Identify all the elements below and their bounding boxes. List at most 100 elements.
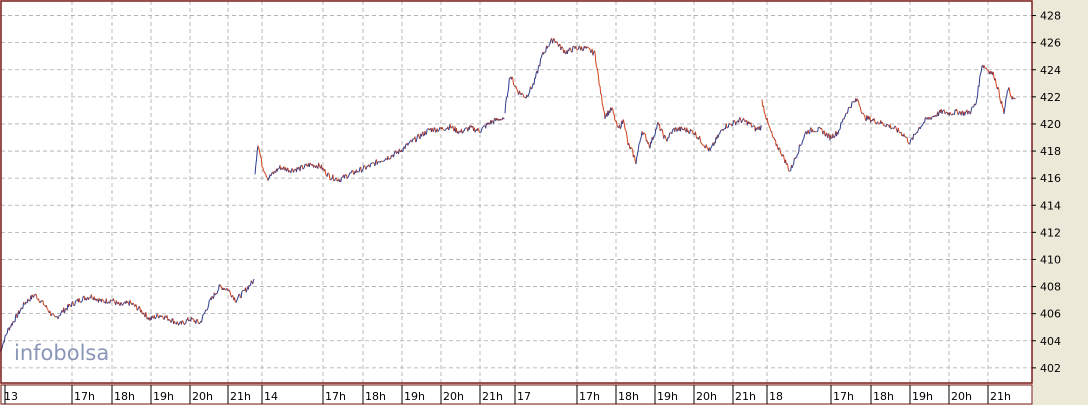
price-segment xyxy=(628,142,630,146)
y-tick-label: 424 xyxy=(1040,64,1061,77)
price-segment xyxy=(578,45,581,48)
price-segment xyxy=(180,320,183,325)
price-segment xyxy=(998,88,1000,96)
price-segment xyxy=(363,165,366,167)
price-segment xyxy=(691,129,693,132)
price-segment xyxy=(410,139,412,141)
price-segment xyxy=(348,174,350,177)
price-segment xyxy=(122,303,125,305)
price-segment xyxy=(411,138,414,143)
price-segment xyxy=(136,308,139,311)
y-tick-label: 410 xyxy=(1040,253,1061,266)
price-segment xyxy=(905,136,907,138)
price-segment xyxy=(699,141,702,144)
price-segment xyxy=(154,317,157,320)
price-segment xyxy=(3,335,6,343)
price-segment xyxy=(769,128,772,132)
price-segment xyxy=(326,172,329,177)
price-segment xyxy=(921,124,923,127)
price-segment xyxy=(833,135,836,138)
price-segment xyxy=(402,147,405,152)
price-segment xyxy=(949,112,952,115)
price-segment xyxy=(684,127,686,130)
y-tick-label: 408 xyxy=(1040,281,1061,294)
price-segment xyxy=(250,280,252,286)
price-segment xyxy=(516,88,518,91)
price-segment xyxy=(596,68,599,73)
price-segment xyxy=(792,163,795,166)
price-segment xyxy=(162,317,165,320)
price-segment xyxy=(886,123,889,126)
x-tick-label: 18h xyxy=(618,390,639,403)
price-segment xyxy=(200,319,203,323)
price-segment xyxy=(935,114,937,117)
price-segment xyxy=(451,126,453,129)
price-segment xyxy=(843,117,846,120)
price-segment xyxy=(945,111,947,114)
x-tick-label: 21h xyxy=(482,390,503,403)
price-segment xyxy=(215,293,217,295)
price-segment xyxy=(267,177,270,181)
price-segment xyxy=(452,125,455,131)
price-segment xyxy=(503,117,505,120)
price-segment xyxy=(631,148,634,151)
price-segment xyxy=(217,289,219,291)
price-segment xyxy=(806,132,808,135)
price-segment xyxy=(206,308,209,311)
price-segment xyxy=(727,123,730,128)
price-segment xyxy=(290,170,292,174)
price-segment xyxy=(593,50,596,53)
price-segment xyxy=(844,115,846,118)
price-segment xyxy=(443,129,445,131)
price-segment xyxy=(771,131,773,136)
price-segment xyxy=(635,157,638,165)
price-segment xyxy=(358,167,361,172)
price-segment xyxy=(767,122,770,126)
x-tick-label: 14 xyxy=(264,390,278,403)
price-segment xyxy=(694,131,697,137)
price-segment xyxy=(873,118,876,123)
x-axis-strip xyxy=(0,384,1033,405)
price-segment xyxy=(975,99,978,105)
price-segment xyxy=(203,311,206,314)
price-segment xyxy=(5,334,7,336)
price-segment xyxy=(414,136,417,143)
price-segment xyxy=(237,294,240,297)
price-segment xyxy=(793,158,795,165)
price-segment xyxy=(258,147,260,151)
x-tick-label: 17 xyxy=(517,390,531,403)
price-segment xyxy=(893,126,896,130)
price-segment xyxy=(309,162,312,165)
price-segment xyxy=(847,108,849,114)
price-segment xyxy=(231,294,234,297)
price-segment xyxy=(315,165,318,168)
price-segment xyxy=(649,141,652,149)
price-segment xyxy=(722,128,725,131)
price-segment xyxy=(595,61,597,67)
price-segment xyxy=(369,163,372,168)
price-segment xyxy=(88,297,91,299)
price-segment xyxy=(247,285,250,290)
price-segment xyxy=(35,293,37,296)
price-segment xyxy=(156,313,159,316)
price-segment xyxy=(796,153,799,156)
x-tick-label: 20h xyxy=(696,390,717,403)
price-segment xyxy=(107,302,109,304)
price-segment xyxy=(560,47,562,51)
price-segment xyxy=(943,109,946,114)
price-segment xyxy=(438,129,440,131)
price-segment xyxy=(325,174,327,176)
x-tick-label: 17h xyxy=(74,390,95,403)
price-segment xyxy=(336,180,339,182)
price-segment xyxy=(711,144,713,148)
price-segment xyxy=(161,315,164,318)
price-segment xyxy=(201,314,204,320)
price-segment xyxy=(701,143,703,146)
price-segment xyxy=(812,131,815,133)
price-segment xyxy=(1,343,4,348)
price-segment xyxy=(740,120,743,123)
x-tick-label: 21h xyxy=(735,390,756,403)
price-segment xyxy=(444,129,447,131)
price-segment xyxy=(365,168,367,170)
price-segment xyxy=(16,314,19,319)
